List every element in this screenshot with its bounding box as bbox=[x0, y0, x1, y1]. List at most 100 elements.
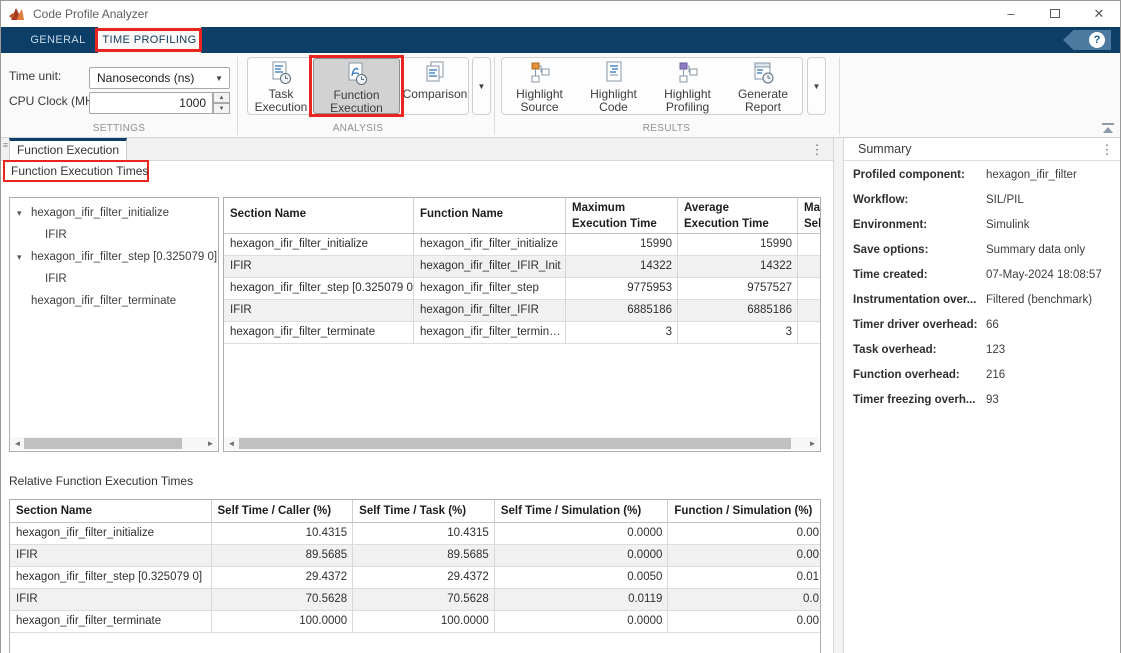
generate-report-button[interactable]: Generate Report bbox=[725, 58, 801, 114]
highlight-source-button[interactable]: Highlight Source bbox=[503, 58, 576, 114]
tab-general[interactable]: GENERAL bbox=[29, 27, 87, 53]
cell-function: hexagon_ifir_filter_IFIR bbox=[414, 300, 566, 321]
matlab-logo-icon bbox=[9, 6, 25, 22]
field-value: SIL/PIL bbox=[986, 194, 1024, 206]
cell-function: hexagon_ifir_filter_termin… bbox=[414, 322, 566, 343]
summary-field: Profiled component: hexagon_ifir_filter bbox=[844, 165, 1121, 190]
chevron-down-icon: ▼ bbox=[215, 74, 223, 83]
summary-field: Timer freezing overh... 93 bbox=[844, 390, 1121, 415]
highlight-profiling-label: Highlight Profiling bbox=[651, 86, 724, 114]
table-row[interactable]: hexagon_ifir_filter_step [0.325079 0] he… bbox=[224, 278, 820, 300]
field-label: Function overhead: bbox=[853, 369, 960, 381]
scrollbar-thumb[interactable] bbox=[24, 438, 182, 449]
table-row[interactable]: hexagon_ifir_filter_initialize hexagon_i… bbox=[224, 234, 820, 256]
cell-self bbox=[798, 322, 820, 343]
summary-title: Summary bbox=[858, 138, 911, 160]
table-row[interactable]: hexagon_ifir_filter_initialize 10.4315 1… bbox=[10, 523, 820, 545]
table-horizontal-scrollbar[interactable]: ◄ ► bbox=[225, 437, 819, 450]
cell-func-sim: 0.0 bbox=[668, 589, 820, 610]
function-execution-icon bbox=[314, 59, 399, 87]
scroll-left-icon[interactable]: ◄ bbox=[225, 437, 238, 450]
table-row[interactable]: hexagon_ifir_filter_terminate 100.0000 1… bbox=[10, 611, 820, 633]
tree-item-label: hexagon_ifir_filter_terminate bbox=[31, 290, 176, 312]
highlight-code-label: Highlight Code bbox=[577, 86, 650, 114]
panel-menu-icon[interactable]: ⋮ bbox=[807, 138, 827, 161]
collapse-toolstrip-button[interactable] bbox=[1101, 122, 1115, 134]
results-section-label: RESULTS bbox=[494, 123, 839, 136]
col-header-section-name[interactable]: Section Name bbox=[224, 198, 414, 233]
scroll-left-icon[interactable]: ◄ bbox=[11, 437, 24, 450]
scrollbar-thumb[interactable] bbox=[239, 438, 791, 449]
tab-function-execution[interactable]: Function Execution bbox=[9, 138, 127, 161]
tree-item[interactable]: ▾ hexagon_ifir_filter_step [0.325079 0] bbox=[10, 246, 218, 268]
col-header-self-task[interactable]: Self Time / Task (%) bbox=[353, 500, 495, 522]
analysis-gallery-button[interactable]: ▼ bbox=[472, 57, 491, 115]
cell-func-sim: 0.00 bbox=[668, 611, 820, 632]
task-execution-button[interactable]: Task Execution bbox=[250, 58, 312, 114]
scroll-right-icon[interactable]: ► bbox=[806, 437, 819, 450]
cell-sim: 0.0119 bbox=[495, 589, 669, 610]
results-gallery-button[interactable]: ▼ bbox=[807, 57, 826, 115]
table-row[interactable]: IFIR 89.5685 89.5685 0.0000 0.00 bbox=[10, 545, 820, 567]
highlight-source-icon bbox=[503, 58, 576, 86]
cpu-clock-input[interactable]: 1000 bbox=[89, 92, 213, 114]
collapse-toolstrip-icon bbox=[1101, 122, 1115, 134]
generate-report-icon bbox=[725, 58, 801, 86]
close-button[interactable]: ✕ bbox=[1083, 1, 1115, 27]
panel-splitter[interactable] bbox=[833, 138, 844, 653]
summary-field: Task overhead: 123 bbox=[844, 340, 1121, 365]
minimize-button[interactable]: – bbox=[995, 1, 1027, 27]
annotation-box-exec-times: Function Execution Times bbox=[3, 160, 149, 182]
stepper-down-button[interactable]: ▼ bbox=[213, 103, 230, 114]
cell-section: hexagon_ifir_filter_initialize bbox=[224, 234, 414, 255]
scroll-right-icon[interactable]: ► bbox=[204, 437, 217, 450]
tree-item[interactable]: hexagon_ifir_filter_terminate bbox=[10, 290, 218, 312]
table-row[interactable]: IFIR hexagon_ifir_filter_IFIR_Init 14322… bbox=[224, 256, 820, 278]
col-header-function-name[interactable]: Function Name bbox=[414, 198, 566, 233]
time-unit-label: Time unit: bbox=[9, 69, 61, 83]
function-execution-panel: ≡ Function Execution ⋮ Function Executio… bbox=[1, 138, 833, 653]
cell-sim: 0.0000 bbox=[495, 611, 669, 632]
tree-item[interactable]: IFIR bbox=[10, 224, 218, 246]
summary-menu-icon[interactable]: ⋮ bbox=[1098, 138, 1116, 161]
summary-header: Summary ⋮ bbox=[844, 138, 1121, 161]
col-header-self-simulation[interactable]: Self Time / Simulation (%) bbox=[495, 500, 669, 522]
tree-expander-icon[interactable]: ▾ bbox=[17, 246, 22, 268]
cell-section: hexagon_ifir_filter_initialize bbox=[10, 523, 212, 544]
cell-self bbox=[798, 234, 820, 255]
summary-field: Time created: 07-May-2024 18:08:57 bbox=[844, 265, 1121, 290]
col-header-max-self-time[interactable]: MaximumSelf Time bbox=[798, 198, 820, 233]
col-header-max-exec-time[interactable]: MaximumExecution Time bbox=[566, 198, 678, 233]
cell-caller: 10.4315 bbox=[212, 523, 354, 544]
cell-sim: 0.0000 bbox=[495, 523, 669, 544]
highlight-code-icon bbox=[577, 58, 650, 86]
col-header-function-simulation[interactable]: Function / Simulation (%) bbox=[668, 500, 820, 522]
function-execution-button[interactable]: Function Execution bbox=[313, 58, 400, 114]
tree-item[interactable]: ▾ hexagon_ifir_filter_initialize bbox=[10, 202, 218, 224]
time-unit-value: Nanoseconds (ns) bbox=[97, 68, 194, 88]
ribbon: Time unit: Nanoseconds (ns) ▼ CPU Clock … bbox=[1, 53, 1120, 138]
table-row[interactable]: IFIR 70.5628 70.5628 0.0119 0.0 bbox=[10, 589, 820, 611]
exec-times-title: Function Execution Times bbox=[11, 163, 148, 179]
tab-time-profiling[interactable]: TIME PROFILING bbox=[98, 27, 201, 53]
tree-item[interactable]: IFIR bbox=[10, 268, 218, 290]
table-row[interactable]: hexagon_ifir_filter_terminate hexagon_if… bbox=[224, 322, 820, 344]
stepper-up-button[interactable]: ▲ bbox=[213, 92, 230, 103]
tree-horizontal-scrollbar[interactable]: ◄ ► bbox=[11, 437, 217, 450]
cell-max: 14322 bbox=[566, 256, 678, 277]
maximize-button[interactable] bbox=[1039, 1, 1071, 27]
tree-item-label: hexagon_ifir_filter_initialize bbox=[31, 202, 169, 224]
col-header-section-name[interactable]: Section Name bbox=[10, 500, 212, 522]
table-header-row: Section Name Function Name MaximumExecut… bbox=[224, 198, 820, 234]
highlight-code-button[interactable]: Highlight Code bbox=[577, 58, 650, 114]
tree-expander-icon[interactable]: ▾ bbox=[17, 202, 22, 224]
field-label: Workflow: bbox=[853, 194, 908, 206]
highlight-profiling-button[interactable]: Highlight Profiling bbox=[651, 58, 724, 114]
comparison-label: Comparison bbox=[401, 86, 469, 101]
comparison-button[interactable]: Comparison bbox=[401, 58, 469, 114]
col-header-avg-exec-time[interactable]: AverageExecution Time bbox=[678, 198, 798, 233]
time-unit-dropdown[interactable]: Nanoseconds (ns) ▼ bbox=[89, 67, 230, 89]
table-row[interactable]: hexagon_ifir_filter_step [0.325079 0] 29… bbox=[10, 567, 820, 589]
col-header-self-caller[interactable]: Self Time / Caller (%) bbox=[212, 500, 354, 522]
table-row[interactable]: IFIR hexagon_ifir_filter_IFIR 6885186 68… bbox=[224, 300, 820, 322]
